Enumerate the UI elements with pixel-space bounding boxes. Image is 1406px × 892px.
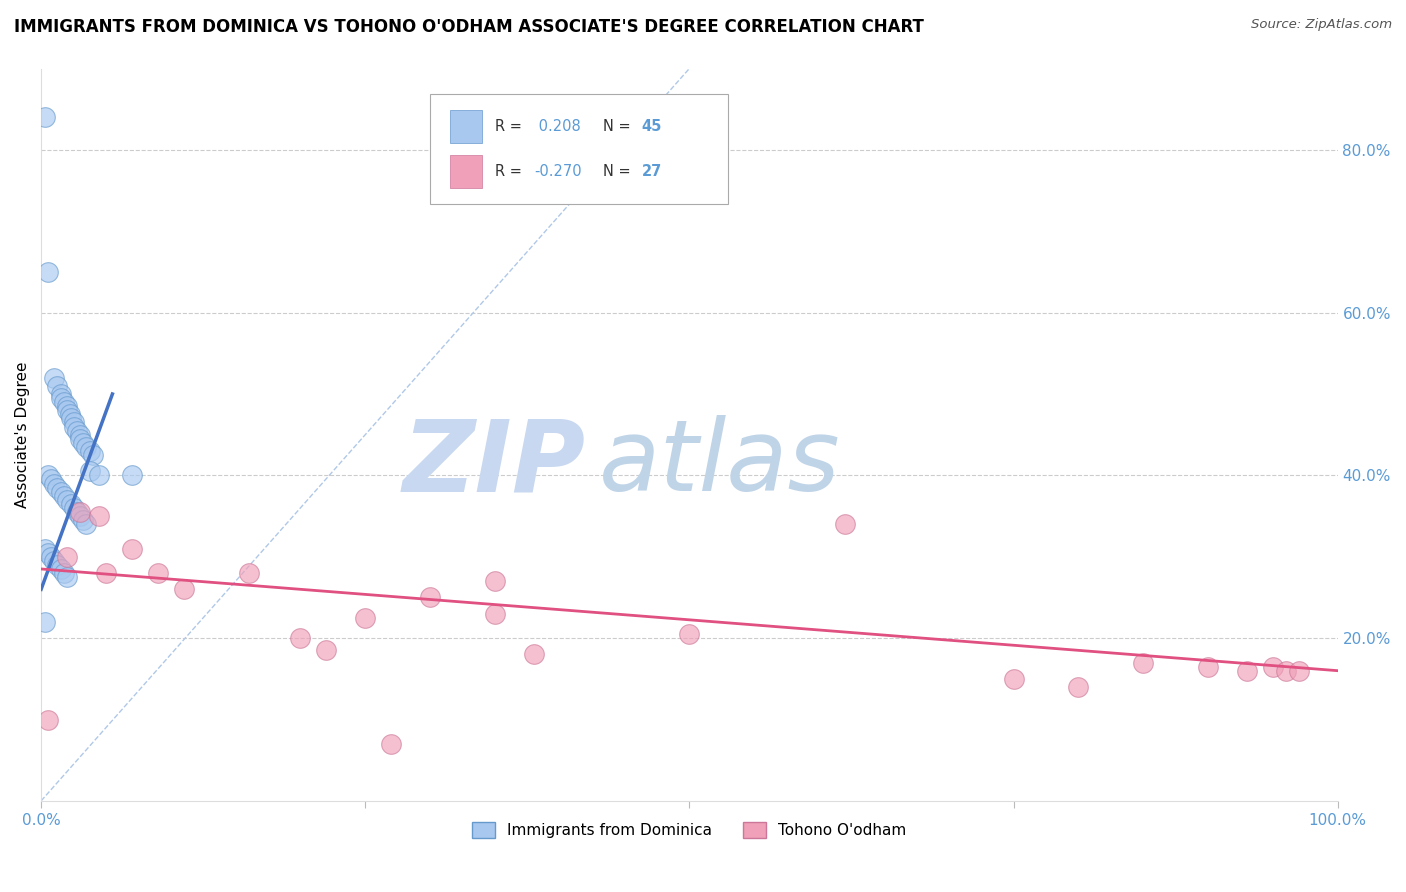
- Point: [121, 541, 143, 556]
- Point: [59, 408, 82, 422]
- Y-axis label: Associate's Degree: Associate's Degree: [15, 361, 30, 508]
- Point: [56, 399, 79, 413]
- Point: [89, 468, 111, 483]
- Point: [45, 481, 67, 495]
- Point: [59, 497, 82, 511]
- Point: [66, 424, 89, 438]
- Point: [62, 416, 84, 430]
- FancyBboxPatch shape: [430, 95, 728, 204]
- Point: [66, 505, 89, 519]
- Point: [82, 448, 104, 462]
- Text: N =: N =: [603, 119, 630, 134]
- Point: [72, 513, 94, 527]
- FancyBboxPatch shape: [450, 155, 482, 188]
- Point: [37, 468, 59, 483]
- Point: [42, 370, 65, 384]
- Point: [1261, 659, 1284, 673]
- Point: [62, 500, 84, 515]
- Point: [484, 607, 506, 621]
- Point: [121, 468, 143, 483]
- Point: [41, 473, 63, 487]
- Point: [523, 648, 546, 662]
- Point: [76, 517, 98, 532]
- Point: [49, 484, 72, 499]
- Point: [79, 444, 101, 458]
- Legend: Immigrants from Dominica, Tohono O'odham: Immigrants from Dominica, Tohono O'odham: [467, 816, 912, 845]
- Point: [419, 591, 441, 605]
- Text: IMMIGRANTS FROM DOMINICA VS TOHONO O'ODHAM ASSOCIATE'S DEGREE CORRELATION CHART: IMMIGRANTS FROM DOMINICA VS TOHONO O'ODH…: [14, 18, 924, 36]
- Point: [69, 509, 91, 524]
- Point: [49, 562, 72, 576]
- Point: [72, 435, 94, 450]
- Point: [834, 517, 856, 532]
- Text: N =: N =: [603, 164, 630, 179]
- Point: [53, 395, 76, 409]
- FancyBboxPatch shape: [450, 110, 482, 143]
- Point: [79, 464, 101, 478]
- Point: [1236, 664, 1258, 678]
- Point: [34, 541, 56, 556]
- Point: [354, 611, 377, 625]
- Point: [45, 379, 67, 393]
- Point: [173, 582, 195, 597]
- Point: [49, 391, 72, 405]
- Point: [56, 492, 79, 507]
- Point: [89, 509, 111, 524]
- Point: [1067, 680, 1090, 694]
- Point: [1288, 664, 1310, 678]
- Point: [146, 566, 169, 580]
- Point: [315, 643, 337, 657]
- Point: [1132, 656, 1154, 670]
- Point: [62, 419, 84, 434]
- Point: [53, 566, 76, 580]
- Point: [69, 427, 91, 442]
- Point: [678, 627, 700, 641]
- Point: [41, 549, 63, 564]
- Point: [45, 558, 67, 572]
- Text: atlas: atlas: [599, 416, 841, 513]
- Point: [56, 570, 79, 584]
- Text: Source: ZipAtlas.com: Source: ZipAtlas.com: [1251, 18, 1392, 31]
- Point: [34, 111, 56, 125]
- Point: [53, 489, 76, 503]
- Text: 45: 45: [641, 119, 662, 134]
- Point: [69, 432, 91, 446]
- Point: [1002, 672, 1025, 686]
- Text: 27: 27: [641, 164, 662, 179]
- Point: [380, 737, 402, 751]
- Point: [69, 505, 91, 519]
- Point: [1274, 664, 1296, 678]
- Point: [238, 566, 260, 580]
- Point: [42, 554, 65, 568]
- Point: [76, 440, 98, 454]
- Text: ZIP: ZIP: [402, 416, 586, 513]
- Point: [1197, 659, 1219, 673]
- Point: [37, 713, 59, 727]
- Point: [42, 476, 65, 491]
- Text: R =: R =: [495, 164, 522, 179]
- Point: [94, 566, 117, 580]
- Point: [56, 549, 79, 564]
- Point: [34, 615, 56, 629]
- Point: [59, 411, 82, 425]
- Point: [484, 574, 506, 589]
- Point: [290, 631, 312, 645]
- Text: R =: R =: [495, 119, 522, 134]
- Point: [37, 265, 59, 279]
- Text: -0.270: -0.270: [534, 164, 582, 179]
- Point: [56, 403, 79, 417]
- Text: 0.208: 0.208: [534, 119, 581, 134]
- Point: [37, 546, 59, 560]
- Point: [49, 387, 72, 401]
